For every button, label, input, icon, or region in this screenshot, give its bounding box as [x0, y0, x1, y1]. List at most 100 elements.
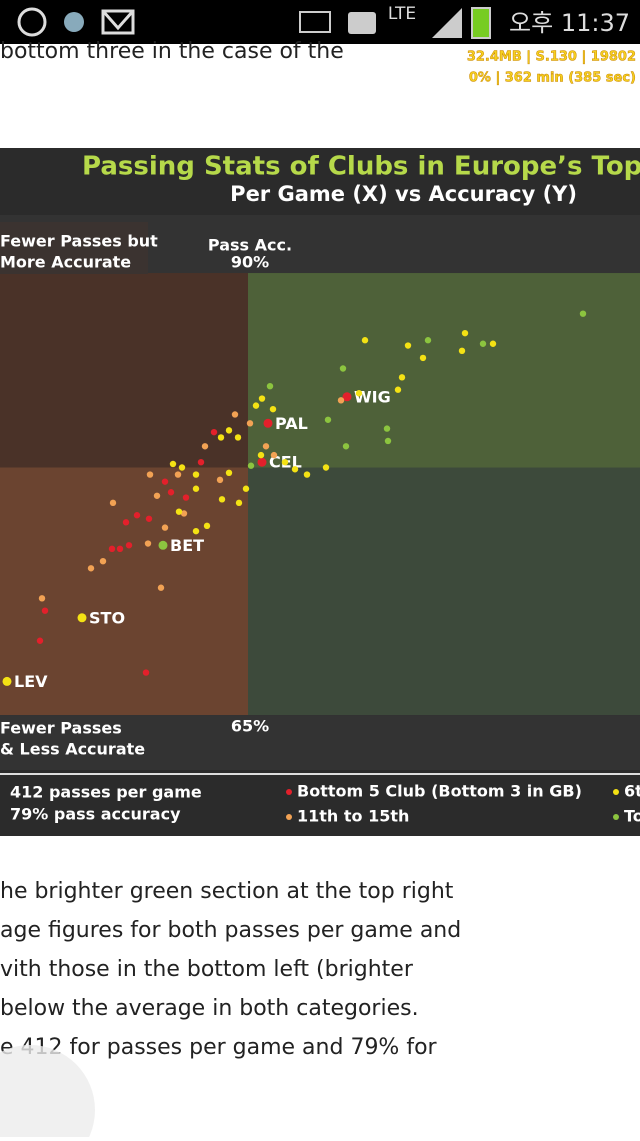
y-tick-label: 65% — [231, 717, 269, 736]
point-label: LEV — [14, 672, 48, 691]
point — [424, 337, 432, 344]
point — [158, 540, 168, 550]
point — [303, 471, 311, 478]
point — [479, 340, 487, 347]
bird-icon — [64, 12, 84, 32]
point — [38, 595, 46, 602]
point — [41, 607, 49, 614]
menu-icon — [17, 7, 47, 37]
point — [192, 485, 200, 492]
point — [398, 374, 406, 381]
point-label: BET — [170, 536, 204, 555]
quadrant — [0, 273, 248, 468]
point — [246, 420, 254, 427]
legend-marker — [613, 814, 619, 820]
point — [125, 542, 133, 549]
point — [461, 329, 469, 337]
point — [169, 460, 177, 468]
point — [161, 524, 169, 531]
battery-icon — [471, 7, 491, 39]
point — [337, 397, 345, 404]
point — [210, 428, 218, 436]
overlay-stats: 0% | 362 min (385 sec) — [469, 71, 636, 86]
point — [142, 669, 150, 676]
point — [225, 469, 233, 477]
sim-icon — [348, 12, 376, 34]
point — [247, 462, 255, 469]
point — [180, 510, 188, 517]
point — [218, 496, 226, 503]
point — [109, 499, 117, 507]
point — [161, 478, 169, 485]
point — [270, 451, 278, 459]
chart-subtitle: Per Game (X) vs Accuracy (Y) — [230, 182, 577, 206]
point — [252, 402, 260, 409]
y-tick-label: 90% — [231, 253, 269, 272]
point — [269, 405, 277, 413]
point — [355, 390, 363, 397]
point — [146, 471, 154, 478]
point — [99, 557, 107, 565]
point — [257, 457, 267, 467]
point — [197, 458, 205, 466]
average-note: 412 passes per game — [10, 783, 202, 802]
annotation: Fewer Passes — [0, 719, 122, 738]
point — [383, 425, 391, 432]
point — [2, 676, 12, 686]
point — [217, 434, 225, 441]
point — [262, 443, 270, 450]
status-bar — [0, 0, 640, 44]
clock: 오후 11:37 — [509, 9, 630, 37]
average-note: 79% pass accuracy — [10, 805, 181, 824]
point — [384, 437, 392, 445]
point — [175, 508, 183, 515]
vibrate-icon — [299, 11, 331, 33]
point — [192, 527, 200, 535]
point — [242, 485, 250, 492]
point — [108, 545, 116, 553]
point — [291, 466, 299, 473]
point-label: PAL — [275, 414, 308, 433]
chart-title: Passing Stats of Clubs in Europe’s Top 5… — [82, 152, 640, 182]
article-text: below the average in both categories. — [0, 996, 419, 1021]
point — [231, 411, 239, 418]
point — [361, 337, 369, 344]
point — [36, 637, 44, 644]
point — [116, 545, 124, 553]
legend-label: To — [624, 807, 640, 826]
point — [419, 354, 427, 362]
mail-icon-flap — [101, 10, 135, 31]
point — [157, 584, 165, 591]
y-axis-label: Pass Acc. — [208, 236, 292, 255]
point — [266, 382, 274, 390]
point — [192, 471, 200, 478]
point — [235, 499, 243, 507]
point — [144, 540, 152, 547]
point — [178, 464, 186, 471]
point — [182, 494, 190, 501]
point — [281, 458, 289, 466]
point-label: STO — [89, 608, 125, 627]
point — [489, 340, 497, 347]
point — [145, 515, 153, 522]
point — [133, 512, 141, 519]
point — [324, 416, 332, 423]
overlay-stats: 32.4MB | S.130 | 19802 — [467, 50, 636, 65]
legend-marker — [286, 814, 292, 820]
point — [342, 392, 352, 402]
point — [322, 464, 330, 471]
legend-label: Bottom 5 Club (Bottom 3 in GB) — [297, 782, 582, 801]
article-text: age figures for both passes per game and — [0, 918, 461, 943]
article-text: e 412 for passes per game and 79% for — [0, 1035, 438, 1060]
point — [404, 342, 412, 349]
point — [458, 347, 466, 355]
point — [258, 395, 266, 402]
legend-label: 6t — [624, 782, 640, 801]
point — [225, 427, 233, 434]
point — [263, 418, 273, 428]
annotation-box — [0, 716, 148, 768]
point — [579, 310, 587, 317]
point — [153, 492, 161, 499]
point — [87, 565, 95, 572]
point — [394, 386, 402, 393]
